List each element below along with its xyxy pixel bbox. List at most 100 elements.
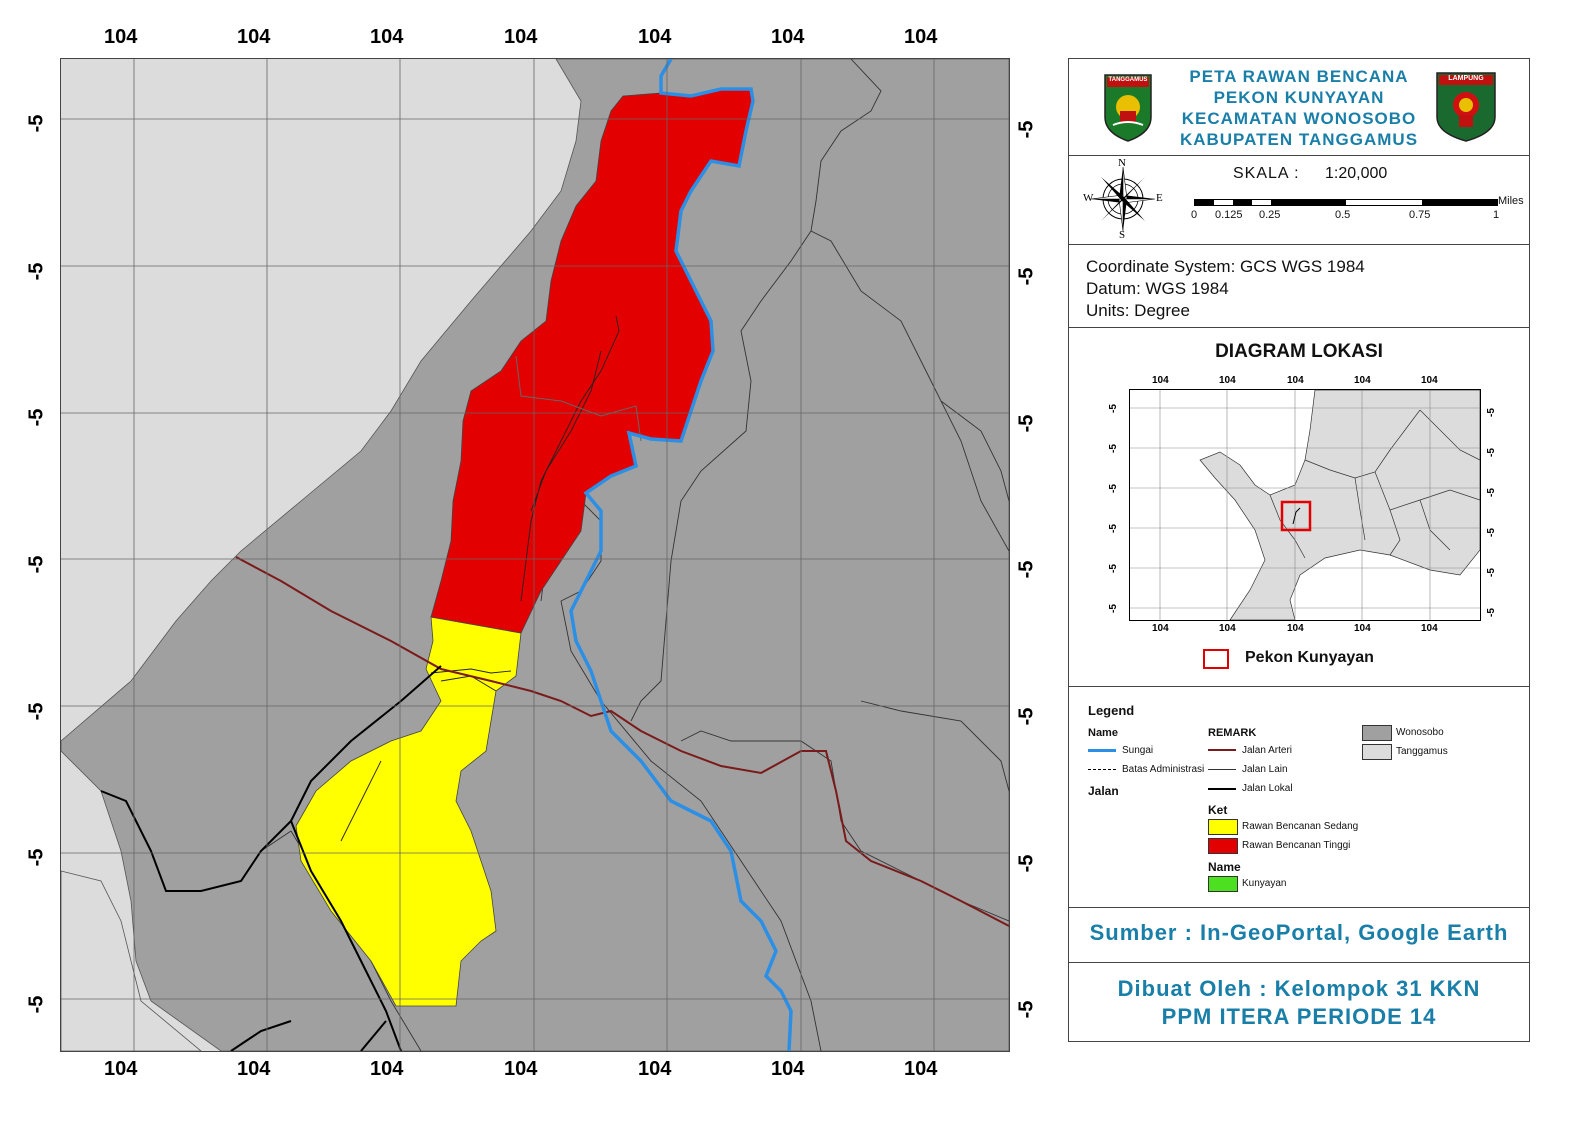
legend-name-head-2: Name (1208, 860, 1241, 874)
left-tick-label: -5 (25, 114, 48, 133)
jalan-lain-grey (515, 355, 642, 442)
right-tick-label: -5 (1015, 707, 1038, 726)
left-tick-label: -5 (25, 262, 48, 281)
bottom-tick-label: 104 (237, 1058, 271, 1080)
main-map-canvas (61, 59, 1009, 1051)
inset-bottom-tick: 104 (1287, 623, 1304, 634)
main-map[interactable] (60, 58, 1010, 1052)
legend-section: Legend Name Sungai Batas Administrasi Ja… (1069, 686, 1529, 908)
inset-top-tick: 104 (1152, 375, 1169, 386)
legend-tanggamus-swatch (1362, 744, 1392, 760)
top-tick-label: 104 (504, 26, 538, 48)
left-tick-label: -5 (25, 995, 48, 1014)
inset-left-tick: -5 (1107, 444, 1119, 453)
inset-right-tick: -5 (1485, 408, 1497, 417)
legend-lokal-swatch (1208, 788, 1236, 790)
map-grid (61, 59, 1009, 1051)
jalan-lokal (100, 665, 442, 1051)
inset-map-canvas (1130, 390, 1480, 620)
author-line-1: Dibuat Oleh : Kelompok 31 KKN (1117, 976, 1481, 1001)
inset-bottom-tick: 104 (1421, 623, 1438, 634)
tanggamus-pocket (61, 870, 202, 1051)
scale-tick: 0 (1191, 209, 1198, 221)
top-tick-label: 104 (370, 26, 404, 48)
legend-wonosobo-swatch (1362, 725, 1392, 741)
top-tick-label: 104 (104, 26, 138, 48)
scale-section: N S E W SKALA : 1:20,000 Miles 0 0.125 0… (1069, 155, 1529, 245)
inset-top-tick: 104 (1421, 375, 1438, 386)
compass-n: N (1118, 157, 1126, 169)
jalan-arteri (235, 556, 1009, 927)
legend-ket-head: Ket (1208, 803, 1228, 817)
legend-lokal-label: Jalan Lokal (1242, 783, 1293, 794)
left-tick-label: -5 (25, 555, 48, 574)
logo-right-text: LAMPUNG (1448, 75, 1484, 82)
legend-sedang-swatch (1208, 819, 1238, 835)
source-section: Sumber : In-GeoPortal, Google Earth (1069, 907, 1529, 963)
right-tick-label: -5 (1015, 854, 1038, 873)
left-tick-label: -5 (25, 408, 48, 427)
inset-bottom-tick: 104 (1152, 623, 1169, 634)
scale-tick: 0.125 (1215, 209, 1243, 221)
inset-right-tick: -5 (1485, 488, 1497, 497)
scale-tick: 0.25 (1259, 209, 1281, 221)
top-tick-label: 104 (771, 26, 805, 48)
legend-kunyayan-swatch (1208, 876, 1238, 892)
legend-lain-swatch (1208, 769, 1236, 770)
bottom-tick-label: 104 (104, 1058, 138, 1080)
compass-rose-icon: N S E W (1083, 157, 1163, 241)
legend-sungai-swatch (1088, 749, 1116, 752)
inset-left-tick: -5 (1107, 564, 1119, 573)
top-tick-label: 104 (237, 26, 271, 48)
legend-tanggamus-label: Tanggamus (1396, 746, 1448, 757)
legend-tinggi-label: Rawan Bencanan Tinggi (1242, 840, 1351, 851)
bottom-tick-label: 104 (638, 1058, 672, 1080)
title-section: TANGGAMUS LAMPUNG PETA RAWAN BENCANA PEK… (1069, 59, 1529, 156)
legend-lain-label: Jalan Lain (1242, 764, 1288, 775)
legend-arteri-swatch (1208, 749, 1236, 751)
logo-lampung: LAMPUNG (1435, 71, 1497, 143)
inset-top-tick: 104 (1219, 375, 1236, 386)
title-line-4: KABUPATEN TANGGAMUS (1179, 130, 1419, 149)
legend-sungai-label: Sungai (1122, 745, 1154, 756)
author-section: Dibuat Oleh : Kelompok 31 KKN PPM ITERA … (1069, 962, 1529, 1041)
inset-top-tick: 104 (1287, 375, 1304, 386)
bottom-tick-label: 104 (904, 1058, 938, 1080)
inset-right-tick: -5 (1485, 448, 1497, 457)
crs-line-2: Datum: WGS 1984 (1086, 279, 1229, 298)
scale-value: 1:20,000 (1325, 165, 1388, 182)
legend-jalan-head: Jalan (1088, 784, 1119, 798)
top-tick-label: 104 (638, 26, 672, 48)
right-tick-label: -5 (1015, 267, 1038, 286)
inset-left-tick: -5 (1107, 604, 1119, 613)
compass-e: E (1156, 192, 1163, 204)
right-tick-label: -5 (1015, 120, 1038, 139)
legend-tinggi-swatch (1208, 838, 1238, 854)
legend-batas-swatch (1088, 769, 1116, 770)
scale-tick: 0.75 (1409, 209, 1431, 221)
left-tick-label: -5 (25, 702, 48, 721)
bottom-tick-label: 104 (771, 1058, 805, 1080)
inset-land (1199, 390, 1480, 620)
top-tick-label: 104 (904, 26, 938, 48)
inset-top-tick: 104 (1354, 375, 1371, 386)
left-tick-label: -5 (25, 848, 48, 867)
crs-section: Coordinate System: GCS WGS 1984 Datum: W… (1069, 244, 1529, 328)
rawan-sedang-area (295, 616, 522, 1007)
compass-s: S (1119, 229, 1126, 241)
inset-left-tick: -5 (1107, 404, 1119, 413)
legend-arteri-label: Jalan Arteri (1242, 745, 1293, 756)
scale-bar (1194, 199, 1498, 206)
crs-line-3: Units: Degree (1086, 301, 1190, 320)
author-line-2: PPM ITERA PERIODE 14 (1161, 1004, 1437, 1029)
crs-line-1: Coordinate System: GCS WGS 1984 (1086, 257, 1365, 276)
bottom-tick-label: 104 (504, 1058, 538, 1080)
side-panel: TANGGAMUS LAMPUNG PETA RAWAN BENCANA PEK… (1068, 58, 1530, 1042)
right-tick-label: -5 (1015, 414, 1038, 433)
bottom-tick-label: 104 (370, 1058, 404, 1080)
scale-tick: 0.5 (1335, 209, 1351, 221)
inset-map[interactable] (1129, 389, 1481, 621)
inset-bottom-tick: 104 (1219, 623, 1236, 634)
scale-label: SKALA : (1233, 165, 1300, 182)
inset-legend-label: Pekon Kunyayan (1245, 649, 1374, 666)
